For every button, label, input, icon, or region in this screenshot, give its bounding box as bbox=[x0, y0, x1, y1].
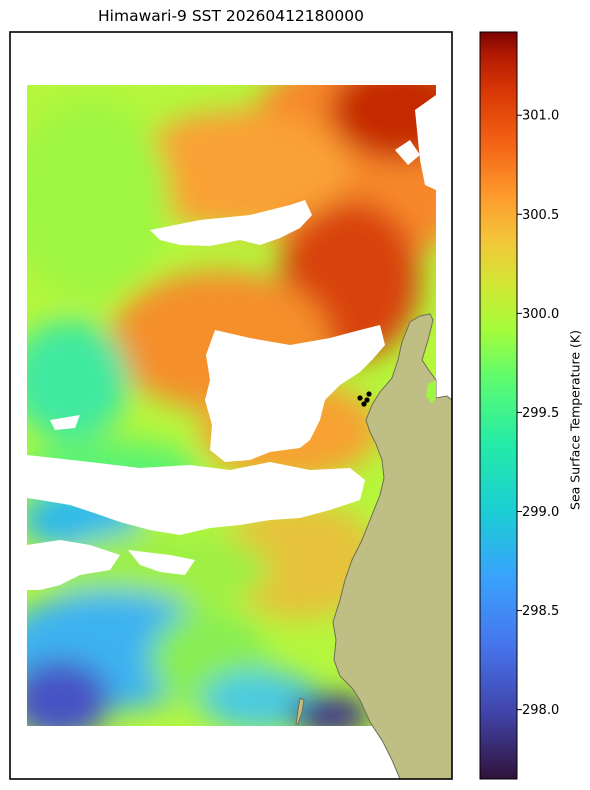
missing-data bbox=[27, 95, 436, 590]
map-frame bbox=[9, 31, 453, 780]
station-marker bbox=[361, 401, 367, 407]
colorbar-tick-label: 299.0 bbox=[522, 505, 559, 520]
station-marker bbox=[364, 397, 370, 403]
colorbar-tick-label: 299.5 bbox=[522, 406, 559, 421]
station-marker bbox=[357, 395, 363, 401]
colorbar-label: Sea Surface Temperature (K) bbox=[567, 330, 583, 510]
station-markers bbox=[357, 391, 372, 407]
colorbar-tick-label: 298.5 bbox=[522, 604, 559, 619]
islet bbox=[295, 697, 305, 725]
colorbar-tick-label: 300.0 bbox=[522, 307, 559, 322]
station-marker bbox=[366, 391, 372, 397]
map-title: Himawari-9 SST 20260412180000 bbox=[98, 7, 364, 25]
colorbar bbox=[479, 31, 518, 780]
coastal-patch bbox=[426, 380, 436, 404]
colorbar-tick-label: 301.0 bbox=[522, 109, 559, 124]
colorbar-ticks: 298.0 298.5 299.0 299.5 300.0 300.5 301.0 bbox=[517, 109, 559, 718]
colorbar-tick-label: 298.0 bbox=[522, 703, 559, 718]
land bbox=[332, 313, 453, 780]
colorbar-tick-label: 300.5 bbox=[522, 208, 559, 223]
